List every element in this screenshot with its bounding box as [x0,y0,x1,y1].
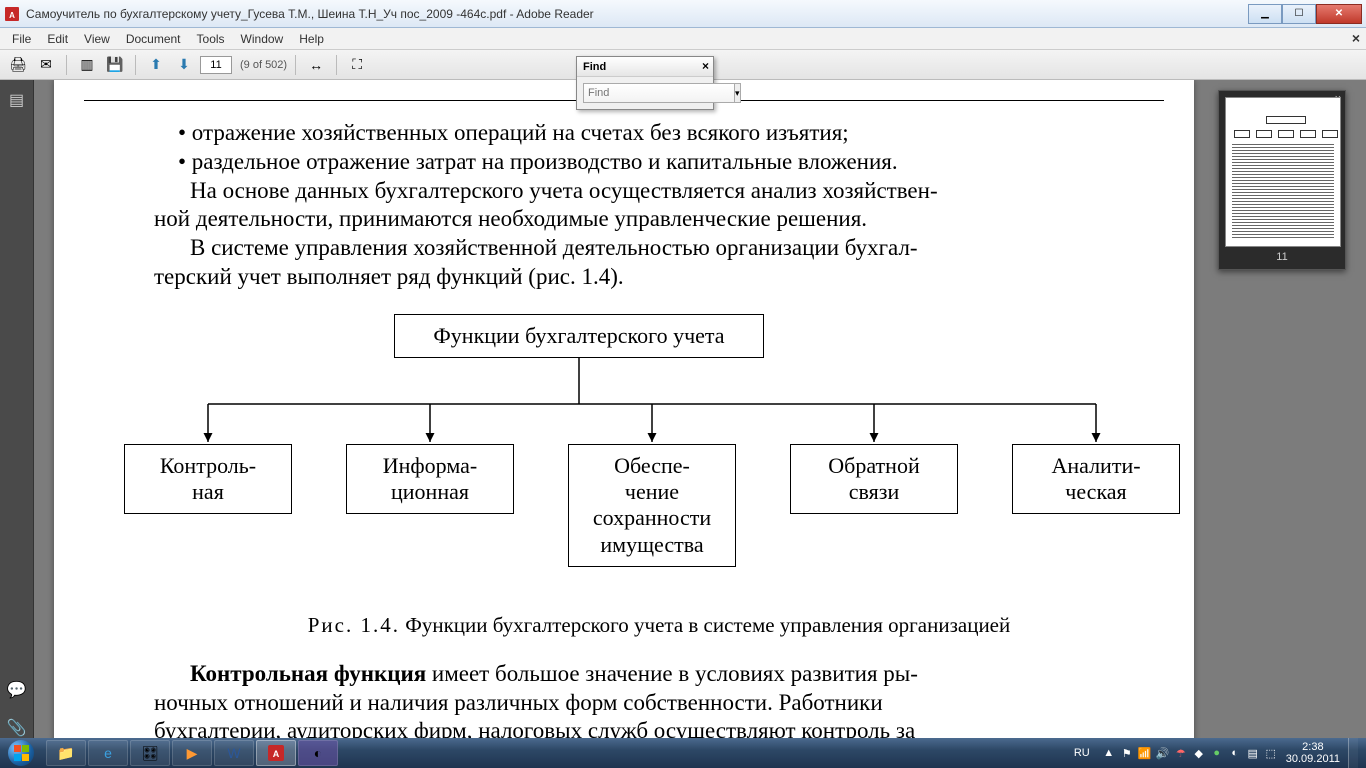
toolbar-separator [135,55,136,75]
menu-file[interactable]: File [4,30,39,48]
find-dropdown-icon[interactable]: ▾ [735,83,741,103]
svg-text:A: A [273,749,280,759]
clock-date: 30.09.2011 [1286,753,1340,765]
paragraph-text: бухгалтерии, аудиторских фирм, налоговых… [154,717,1164,738]
svg-text:A: A [9,11,15,20]
attachments-icon[interactable]: 📎 [7,718,27,738]
pdf-page: • отражение хозяйственных операций на сч… [54,80,1194,738]
page-count-label: (9 of 502) [240,59,287,71]
print-icon[interactable]: 🖨 [6,53,30,77]
diagram-node: Аналити- ческая [1012,444,1180,515]
clock[interactable]: 2:38 30.09.2011 [1286,741,1340,765]
paragraph-text: ночных отношений и наличия различных фор… [154,689,1164,718]
tray-up-icon[interactable]: ▲ [1102,746,1116,760]
maximize-button[interactable] [1282,4,1316,24]
toolbar-separator [336,55,337,75]
save-copy-icon[interactable]: 💾 [103,53,127,77]
window-titlebar: A Самоучитель по бухгалтерскому учету_Гу… [0,0,1366,28]
find-titlebar[interactable]: Find × [577,57,713,77]
start-button[interactable] [0,738,42,768]
taskbar-word-icon[interactable]: W [214,740,254,766]
find-title-label: Find [583,61,606,73]
find-input[interactable] [583,83,735,103]
find-panel[interactable]: Find × ▾ [576,56,714,110]
taskbar: 📁 e 🎛 ▶ W A ◐ RU ▲ ⚑ 📶 🔊 ☂ ◆ ● ◐ ▤ ⬚ 2:3… [0,738,1366,768]
menu-window[interactable]: Window [233,30,292,48]
thumbnail-page-label: 11 [1225,251,1339,263]
document-viewport[interactable]: • отражение хозяйственных операций на сч… [34,80,1366,738]
toolbar-separator [295,55,296,75]
comments-icon[interactable]: 💬 [7,680,27,700]
email-icon[interactable]: ✉ [34,53,58,77]
minimize-button[interactable] [1248,4,1282,24]
page-down-icon[interactable]: ⬇ [172,53,196,77]
tray-antivirus-icon[interactable]: ☂ [1174,746,1188,760]
toolbar-separator [66,55,67,75]
tray-icon[interactable]: ◆ [1192,746,1206,760]
diagram-root-node: Функции бухгалтерского учета [394,314,764,358]
system-tray: RU ▲ ⚑ 📶 🔊 ☂ ◆ ● ◐ ▤ ⬚ 2:38 30.09.2011 [1062,738,1366,768]
page-thumbnail-overlay[interactable]: × 11 [1218,90,1346,270]
taskbar-player-icon[interactable]: ▶ [172,740,212,766]
taskbar-adobe-reader-icon[interactable]: A [256,740,296,766]
menu-help[interactable]: Help [291,30,332,48]
diagram-node: Информа- ционная [346,444,514,515]
tray-icon[interactable]: ▤ [1246,746,1260,760]
page-up-icon[interactable]: ⬆ [144,53,168,77]
diagram: Функции бухгалтерского учета Контроль- н… [84,314,1164,594]
tray-icon[interactable]: ◐ [1228,746,1242,760]
taskbar-app-icon[interactable]: ◐ [298,740,338,766]
taskbar-explorer-icon[interactable]: 📁 [46,740,86,766]
language-indicator[interactable]: RU [1070,746,1094,760]
tray-icon[interactable]: ● [1210,746,1224,760]
paragraph-text: ной деятельности, принимаются необходимы… [154,205,1164,234]
pdf-app-icon: A [4,6,20,22]
clock-time: 2:38 [1286,741,1340,753]
fit-page-icon[interactable]: ⛶ [345,53,369,77]
pages-thumbnails-icon[interactable]: ▤ [7,90,27,110]
pages-panel-icon[interactable]: ▥ [75,53,99,77]
menu-document[interactable]: Document [118,30,189,48]
diagram-node: Контроль- ная [124,444,292,515]
taskbar-ie-icon[interactable]: e [88,740,128,766]
document-close-icon[interactable]: × [1352,30,1360,46]
menu-edit[interactable]: Edit [39,30,76,48]
fit-width-icon[interactable]: ↔ [304,53,328,77]
menu-tools[interactable]: Tools [189,30,233,48]
menu-view[interactable]: View [76,30,118,48]
paragraph-text: терский учет выполняет ряд функций (рис.… [154,263,1164,292]
tray-network-icon[interactable]: 📶 [1138,746,1152,760]
bullet-item: • отражение хозяйственных операций на сч… [178,119,1164,148]
paragraph-text: На основе данных бухгалтерского учета ос… [154,177,1164,206]
page-thumbnail[interactable] [1225,97,1341,247]
diagram-node: Обратной связи [790,444,958,515]
find-close-icon[interactable]: × [702,59,709,73]
window-title: Самоучитель по бухгалтерскому учету_Гусе… [26,7,1248,21]
paragraph-text: Контрольная функция имеет большое значен… [154,660,1164,689]
page-number-input[interactable] [200,56,232,74]
tray-icon[interactable]: ⬚ [1264,746,1278,760]
close-button[interactable] [1316,4,1362,24]
tray-flag-icon[interactable]: ⚑ [1120,746,1134,760]
figure-caption: Рис. 1.4. Функции бухгалтерского учета в… [154,612,1164,638]
bullet-item: • раздельное отражение затрат на произво… [178,148,1164,177]
navigation-pane: ▤ 💬 📎 [0,80,34,738]
window-controls [1248,4,1362,24]
taskbar-pinned-apps: 📁 e 🎛 ▶ W A ◐ [46,740,338,766]
diagram-node: Обеспе- чение сохранности имущества [568,444,736,568]
menu-bar: File Edit View Document Tools Window Hel… [0,28,1366,50]
tray-volume-icon[interactable]: 🔊 [1156,746,1170,760]
taskbar-media-icon[interactable]: 🎛 [130,740,170,766]
show-desktop-button[interactable] [1348,738,1358,768]
paragraph-text: В системе управления хозяйственной деяте… [154,234,1164,263]
